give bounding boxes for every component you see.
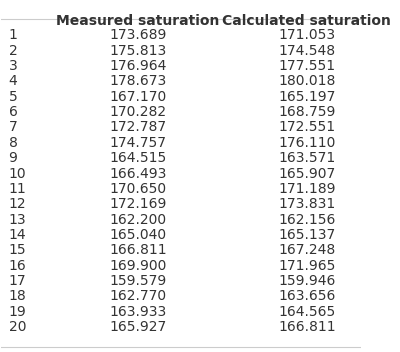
Text: 19: 19 [8, 305, 26, 319]
Text: 176.110: 176.110 [278, 136, 336, 150]
Text: 7: 7 [8, 120, 17, 134]
Text: 165.907: 165.907 [278, 166, 336, 181]
Text: 4: 4 [8, 74, 17, 88]
Text: 167.248: 167.248 [278, 243, 336, 257]
Text: 5: 5 [8, 90, 17, 104]
Text: 159.946: 159.946 [278, 274, 336, 288]
Text: 1: 1 [8, 28, 18, 42]
Text: 177.551: 177.551 [278, 59, 335, 73]
Text: 163.656: 163.656 [278, 289, 336, 303]
Text: 166.811: 166.811 [278, 320, 336, 334]
Text: 162.156: 162.156 [278, 213, 336, 227]
Text: 174.548: 174.548 [278, 44, 335, 58]
Text: 16: 16 [8, 259, 26, 273]
Text: 9: 9 [8, 151, 18, 165]
Text: 178.673: 178.673 [109, 74, 166, 88]
Text: 14: 14 [8, 228, 26, 242]
Text: 166.811: 166.811 [109, 243, 167, 257]
Text: Calculated saturation: Calculated saturation [222, 14, 391, 27]
Text: 176.964: 176.964 [109, 59, 167, 73]
Text: 172.551: 172.551 [278, 120, 335, 134]
Text: 165.197: 165.197 [278, 90, 336, 104]
Text: 180.018: 180.018 [278, 74, 336, 88]
Text: 11: 11 [8, 182, 26, 196]
Text: 2: 2 [8, 44, 17, 58]
Text: 163.571: 163.571 [278, 151, 336, 165]
Text: 174.757: 174.757 [110, 136, 166, 150]
Text: 13: 13 [8, 213, 26, 227]
Text: 3: 3 [8, 59, 17, 73]
Text: Measured saturation: Measured saturation [56, 14, 220, 27]
Text: 167.170: 167.170 [109, 90, 166, 104]
Text: 8: 8 [8, 136, 18, 150]
Text: 169.900: 169.900 [109, 259, 167, 273]
Text: 12: 12 [8, 197, 26, 211]
Text: 165.137: 165.137 [278, 228, 336, 242]
Text: 173.689: 173.689 [109, 28, 167, 42]
Text: 168.759: 168.759 [278, 105, 336, 119]
Text: 165.040: 165.040 [109, 228, 166, 242]
Text: 162.200: 162.200 [109, 213, 166, 227]
Text: 171.965: 171.965 [278, 259, 336, 273]
Text: 163.933: 163.933 [109, 305, 166, 319]
Text: 10: 10 [8, 166, 26, 181]
Text: 173.831: 173.831 [278, 197, 336, 211]
Text: 20: 20 [8, 320, 26, 334]
Text: 159.579: 159.579 [109, 274, 166, 288]
Text: 175.813: 175.813 [109, 44, 166, 58]
Text: 171.189: 171.189 [278, 182, 336, 196]
Text: 166.493: 166.493 [109, 166, 167, 181]
Text: 172.169: 172.169 [109, 197, 167, 211]
Text: 15: 15 [8, 243, 26, 257]
Text: 6: 6 [8, 105, 18, 119]
Text: 164.515: 164.515 [109, 151, 166, 165]
Text: 171.053: 171.053 [278, 28, 335, 42]
Text: 17: 17 [8, 274, 26, 288]
Text: 172.787: 172.787 [109, 120, 166, 134]
Text: 165.927: 165.927 [109, 320, 166, 334]
Text: 18: 18 [8, 289, 26, 303]
Text: 162.770: 162.770 [109, 289, 166, 303]
Text: 164.565: 164.565 [278, 305, 336, 319]
Text: 170.282: 170.282 [109, 105, 166, 119]
Text: 170.650: 170.650 [109, 182, 166, 196]
